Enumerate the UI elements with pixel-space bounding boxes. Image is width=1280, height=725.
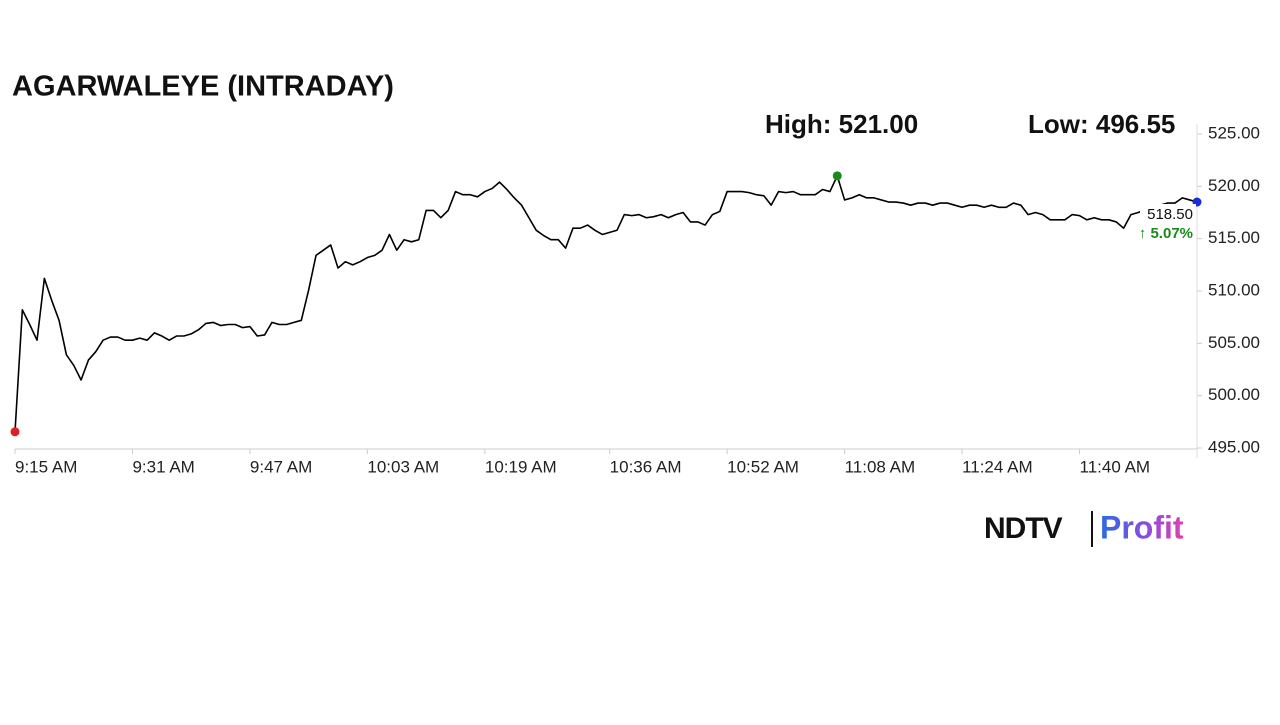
y-tick-label: 495.00 xyxy=(1208,437,1260,456)
y-tick-label: 525.00 xyxy=(1208,123,1260,142)
low-label: Low: 496.55 xyxy=(1028,109,1175,139)
x-tick-label: 11:24 AM xyxy=(962,457,1033,476)
y-tick-label: 520.00 xyxy=(1208,176,1260,195)
x-tick-label: 11:40 AM xyxy=(1080,457,1151,476)
x-tick-label: 10:36 AM xyxy=(610,457,682,476)
price-line xyxy=(14,175,1198,432)
x-tick-label: 10:19 AM xyxy=(485,457,557,476)
y-tick-label: 500.00 xyxy=(1208,385,1260,404)
x-tick-label: 9:31 AM xyxy=(132,457,194,476)
y-tick-label: 515.00 xyxy=(1208,228,1260,247)
x-tick-label: 9:47 AM xyxy=(250,457,312,476)
last-label-box xyxy=(1140,204,1196,246)
y-tick-label: 510.00 xyxy=(1208,280,1260,299)
high-marker xyxy=(832,171,842,181)
change-label: ↑ 5.07% xyxy=(1139,225,1193,242)
x-tick-label: 11:08 AM xyxy=(845,457,916,476)
low-marker xyxy=(10,427,20,437)
chart-title: AGARWALEYE (INTRADAY) xyxy=(12,71,394,103)
brand-name: NDTV xyxy=(984,512,1063,545)
x-tick-label: 10:03 AM xyxy=(367,457,439,476)
brand-product: Profit xyxy=(1100,509,1184,545)
high-label: High: 521.00 xyxy=(765,109,918,139)
y-tick-label: 505.00 xyxy=(1208,333,1260,352)
x-tick-label: 9:15 AM xyxy=(15,457,77,476)
last-price-label: 518.50 xyxy=(1147,206,1193,223)
x-tick-label: 10:52 AM xyxy=(727,457,799,476)
